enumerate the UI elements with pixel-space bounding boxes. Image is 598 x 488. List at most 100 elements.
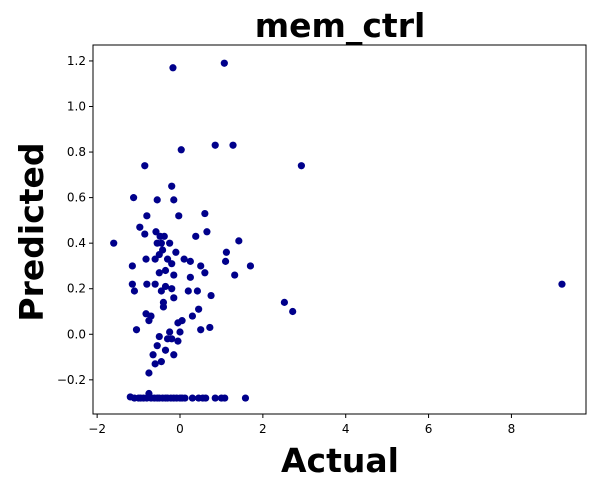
x-tick-label: −2 [88,422,106,436]
data-point [166,239,174,247]
data-point [186,273,194,281]
data-point [184,287,192,295]
x-tick-label: 2 [259,422,267,436]
data-point [157,287,165,295]
x-tick-label: 0 [176,422,184,436]
y-axis: −0.2 0.0 0.2 0.4 0.6 0.8 1.0 1.2 [57,54,93,387]
data-point [153,342,161,350]
data-point [188,394,197,402]
x-tick-label: 6 [425,422,433,436]
data-point [192,232,200,240]
data-point [289,307,297,316]
data-point [221,394,229,402]
data-point [206,323,214,332]
data-point [186,257,194,265]
x-tick-label: 8 [508,422,516,436]
data-point [161,282,170,291]
data-point [142,255,150,263]
data-point [170,351,178,359]
data-point [168,285,176,293]
data-point [130,194,138,202]
y-tick-label: 0.0 [67,327,86,341]
y-tick-label: 0.4 [67,236,86,250]
data-point [161,266,170,275]
data-point [177,146,185,154]
data-point [297,162,305,170]
y-axis-label: Predicted [12,142,51,321]
data-point [132,326,141,334]
data-point [168,335,176,343]
data-point [110,239,118,247]
data-point [163,255,172,263]
data-point [143,212,151,220]
data-point [159,303,168,311]
x-tick-label: 4 [342,422,350,436]
data-point [181,394,189,402]
data-point [168,260,176,268]
data-point [155,250,163,259]
data-point [170,271,178,279]
data-point [180,255,188,263]
data-point [170,196,178,204]
data-point [155,332,163,341]
data-point [231,271,239,279]
data-point [128,262,136,270]
y-tick-label: 0.6 [67,191,86,205]
data-point [136,223,144,231]
data-point [280,298,288,306]
data-point [161,346,170,354]
x-axis-label: Actual [281,441,399,480]
data-point [141,230,149,238]
data-point [211,394,219,402]
data-point [203,228,211,236]
data-point [168,182,176,190]
data-point [145,317,153,325]
y-tick-label: 0.2 [67,282,86,296]
data-point [202,394,210,402]
data-point [152,228,160,236]
data-point [151,280,159,288]
data-point [130,287,139,295]
data-points [110,59,566,402]
data-point [145,369,153,377]
data-point [153,196,161,204]
data-point [166,328,174,336]
x-axis: −2 0 2 4 6 8 [88,414,515,436]
data-point [246,262,255,270]
data-point [222,248,230,256]
data-point [149,351,157,359]
y-tick-label: 1.0 [67,100,86,114]
data-point [176,328,184,336]
data-point [174,337,182,345]
data-point [188,312,197,320]
data-point [169,64,177,72]
data-point [193,287,201,295]
data-point [241,394,250,402]
plot-frame [92,44,587,415]
data-point [221,257,230,265]
data-point [175,212,183,220]
plot-area [92,44,587,415]
data-point [153,239,161,247]
y-tick-label: 1.2 [67,54,86,68]
data-point [155,269,163,277]
data-point [201,209,209,218]
data-point [197,326,205,334]
data-point [195,305,203,313]
data-point [170,294,178,302]
data-point [211,141,219,149]
data-point [128,280,136,288]
data-point [235,237,243,245]
data-point [160,232,168,240]
data-point [207,291,215,300]
y-tick-label: 0.8 [67,145,86,159]
data-point [172,248,180,256]
data-point [143,280,151,288]
data-point [141,162,149,170]
data-point [201,269,209,277]
data-point [178,317,186,325]
data-point [151,255,159,263]
data-point [197,262,205,270]
data-point [229,141,237,149]
